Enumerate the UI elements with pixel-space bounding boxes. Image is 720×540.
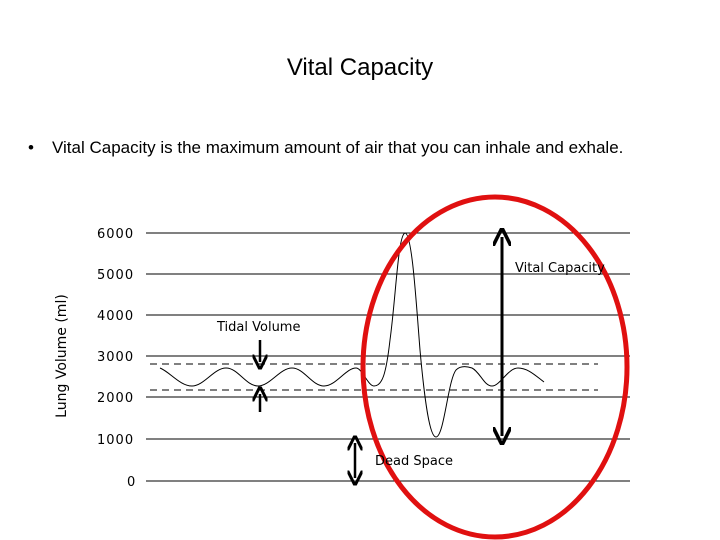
y-tick-label: 4000	[97, 309, 134, 324]
dead-space-label: Dead Space	[375, 454, 453, 469]
y-tick-label: 2000	[97, 391, 134, 406]
bullet-icon: •	[28, 138, 34, 157]
y-tick-label: 0	[127, 475, 135, 490]
y-tick-label: 6000	[97, 227, 134, 242]
y-tick-label: 1000	[97, 433, 134, 448]
highlight-circle	[360, 194, 630, 540]
tidal-volume-label: Tidal Volume	[216, 320, 300, 335]
y-tick-label: 3000	[97, 350, 134, 365]
slide-title: Vital Capacity	[286, 54, 434, 81]
breathing-waveform	[159, 232, 545, 438]
y-axis-label: Lung Volume (ml)	[54, 294, 70, 418]
bullet-text: Vital Capacity is the maximum amount of …	[52, 138, 624, 157]
y-tick-label: 5000	[97, 268, 134, 283]
vital-capacity-label: Vital Capacity	[515, 261, 605, 276]
tidal-range-lines	[150, 363, 598, 391]
bullet-item: • Vital Capacity is the maximum amount o…	[28, 136, 708, 164]
